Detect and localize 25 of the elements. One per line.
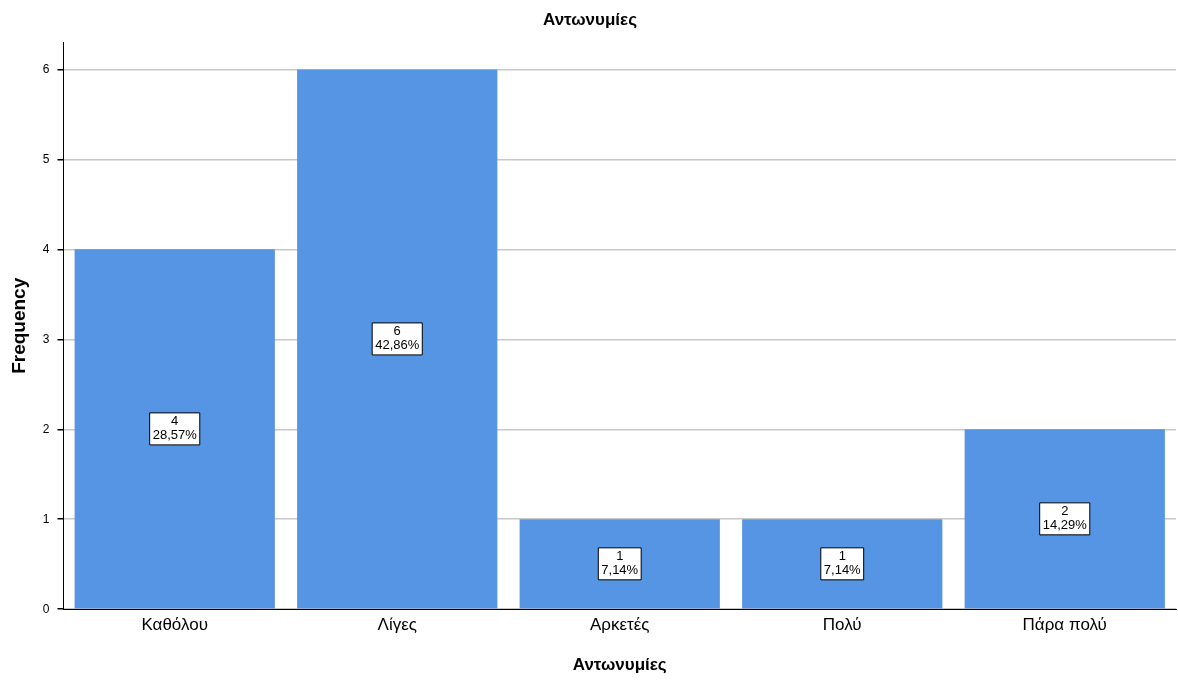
y-tick-label: 1: [42, 511, 50, 526]
data-label: 1 7,14%: [601, 548, 639, 578]
bar: [519, 519, 720, 609]
data-label: 4 28,57%: [152, 413, 198, 443]
x-axis-title: Αντωνυμίες: [572, 655, 667, 675]
x-tick-label: Λίγες: [377, 615, 417, 635]
y-tick-label: 5: [42, 151, 50, 166]
y-tick-label: 2: [42, 421, 50, 436]
data-label: 6 42,86%: [375, 323, 420, 353]
bar: [964, 429, 1165, 609]
y-tick-label: 6: [42, 61, 50, 76]
x-tick-label: Πάρα πολύ: [1022, 615, 1107, 635]
x-tick-label: Αρκετές: [589, 615, 650, 635]
bar: [742, 519, 943, 609]
x-tick-label: Πολύ: [822, 615, 862, 635]
x-tick-label: Καθόλου: [141, 615, 208, 635]
bar: [297, 69, 498, 609]
y-tick-label: 4: [42, 241, 50, 256]
chart-title: Αντωνυμίες: [543, 9, 638, 29]
data-label: 2 14,29%: [1042, 503, 1088, 533]
y-tick-label: 3: [42, 331, 50, 346]
y-axis-title: Frequency: [7, 277, 29, 374]
y-tick-label: 0: [42, 601, 50, 616]
bar: [74, 249, 275, 609]
data-label: 1 7,14%: [823, 548, 862, 578]
